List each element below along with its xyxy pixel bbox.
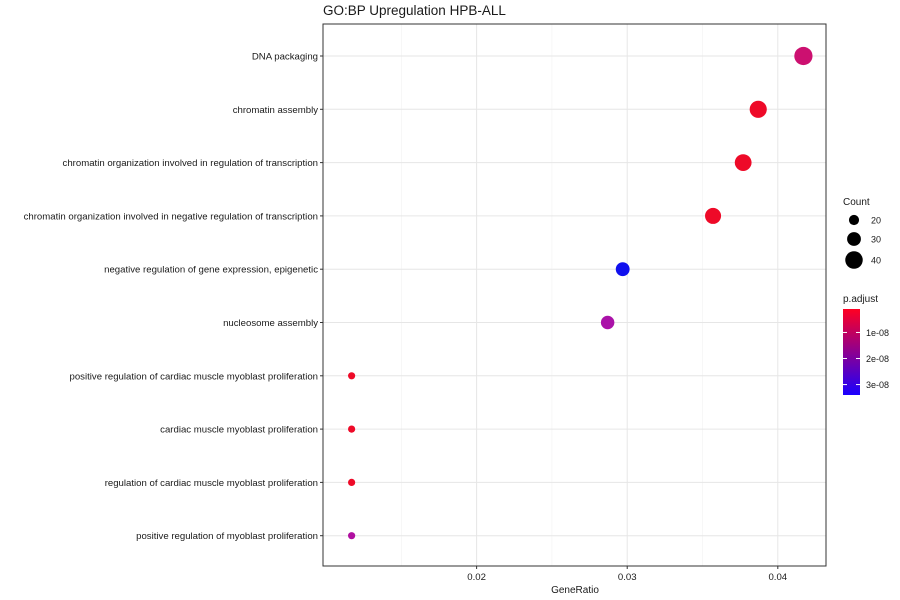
grid-lines — [323, 24, 826, 566]
legend-count-label: 40 — [871, 256, 881, 266]
x-tick-label: 0.02 — [467, 572, 486, 583]
data-point — [600, 315, 615, 330]
y-tick-label: chromatin assembly — [233, 105, 319, 116]
legend-count-symbol — [848, 214, 860, 226]
y-tick-label: nucleosome assembly — [223, 318, 318, 329]
data-point — [348, 532, 356, 540]
data-points — [348, 46, 813, 540]
data-point — [734, 154, 752, 171]
y-tick-label: negative regulation of gene expression, … — [104, 265, 318, 276]
y-axis-labels: DNA packaging chromatin assembly chromatin… — [24, 52, 323, 542]
y-tick-label: positive regulation of cardiac muscle my… — [70, 371, 319, 382]
colorbar-tick-label: 3e-08 — [866, 380, 889, 390]
legend: Count 20 30 40 p.adjust 1e-08 2e-08 3e-08 — [843, 197, 889, 395]
data-point — [348, 478, 356, 486]
x-tick-label: 0.03 — [618, 572, 637, 583]
colorbar-tick-label: 2e-08 — [866, 354, 889, 364]
y-tick-label: cardiac muscle myoblast proliferation — [160, 425, 318, 436]
legend-count-entries: 20 30 40 — [845, 214, 881, 269]
y-tick-label: regulation of cardiac muscle myoblast pr… — [105, 478, 318, 489]
legend-count-title: Count — [843, 197, 870, 208]
colorbar-tick-label: 1e-08 — [866, 328, 889, 338]
legend-count-symbol — [845, 251, 863, 269]
data-point — [348, 372, 356, 380]
plot-panel — [322, 23, 827, 567]
data-point — [749, 100, 767, 118]
legend-count-symbol — [847, 232, 861, 246]
data-point — [705, 207, 722, 224]
x-axis-ticks: 0.02 0.03 0.04 — [467, 566, 788, 583]
x-axis-title: GeneRatio — [551, 585, 599, 596]
y-tick-label: DNA packaging — [252, 52, 318, 63]
x-tick-label: 0.04 — [768, 572, 787, 583]
y-tick-label: chromatin organization involved in negat… — [24, 211, 318, 222]
data-point — [615, 262, 630, 277]
y-tick-label: positive regulation of myoblast prolifer… — [136, 531, 318, 542]
data-point — [794, 46, 813, 66]
legend-count-label: 20 — [871, 216, 881, 226]
y-tick-label: chromatin organization involved in regul… — [63, 158, 318, 169]
chart-title: GO:BP Upregulation HPB-ALL — [323, 3, 506, 18]
legend-colorbar-ticks: 1e-08 2e-08 3e-08 — [843, 328, 889, 390]
legend-colorbar — [843, 309, 860, 395]
legend-count-label: 30 — [871, 235, 881, 245]
legend-padjust-title: p.adjust — [843, 294, 878, 305]
data-point — [348, 425, 356, 433]
